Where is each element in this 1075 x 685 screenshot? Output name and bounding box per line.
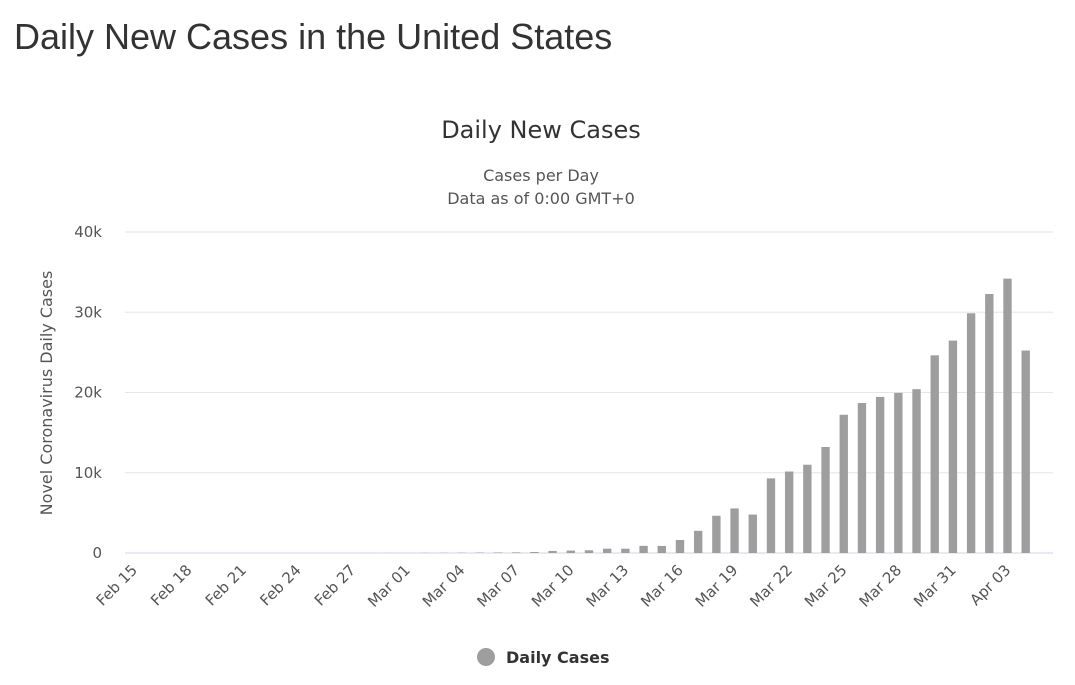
x-tick-label: Feb 18	[147, 561, 195, 609]
x-tick-label: Mar 07	[473, 561, 523, 611]
bar-mar-15[interactable]	[657, 545, 666, 553]
x-tick-labels: Feb 15 Feb 18 Feb 21 Feb 24 Feb 27 Mar 01 Mar …	[93, 561, 1015, 611]
x-tick-label: Feb 27	[311, 561, 359, 609]
chart-subtitle-line-1: Cases per Day	[483, 166, 599, 185]
x-tick-label: Mar 25	[801, 561, 851, 611]
bar-apr-04[interactable]	[1021, 350, 1030, 553]
x-tick-label: Feb 24	[256, 561, 304, 609]
page-title: Daily New Cases in the United States	[14, 16, 613, 57]
x-tick-label: Mar 04	[419, 561, 469, 611]
bar-apr-03[interactable]	[1003, 278, 1012, 553]
bar-mar-07[interactable]	[512, 552, 521, 553]
y-tick-labels: 0 10k 20k 30k 40k	[74, 223, 102, 562]
y-tick-label: 0	[92, 544, 102, 562]
x-tick-label: Mar 19	[692, 561, 742, 611]
bar-mar-31[interactable]	[948, 340, 958, 553]
bar-mar-11[interactable]	[584, 550, 594, 553]
bar-mar-13[interactable]	[621, 548, 630, 553]
x-tick-label: Mar 22	[746, 561, 796, 611]
bar-mar-16[interactable]	[675, 539, 685, 553]
bar-mar-06[interactable]	[493, 552, 503, 553]
x-tick-label: Feb 21	[202, 561, 250, 609]
bar-mar-26[interactable]	[857, 403, 867, 553]
bar-mar-14[interactable]	[639, 545, 648, 553]
x-tick-label: Mar 10	[528, 561, 578, 611]
chart-legend[interactable]: Daily Cases	[477, 648, 609, 667]
bar-mar-28[interactable]	[894, 392, 903, 553]
bar-mar-23[interactable]	[803, 464, 812, 553]
legend-label-daily-cases[interactable]: Daily Cases	[506, 648, 609, 667]
bar-mar-10[interactable]	[566, 550, 575, 553]
x-tick-label: Apr 03	[966, 561, 1014, 609]
chart-subtitle-line-2: Data as of 0:00 GMT+0	[447, 189, 635, 208]
x-tick-label: Mar 28	[856, 561, 906, 611]
bar-mar-09[interactable]	[548, 550, 557, 553]
x-tick-label: Mar 13	[583, 561, 633, 611]
bar-mar-21[interactable]	[766, 478, 776, 553]
x-tick-label: Feb 15	[93, 561, 141, 609]
bar-mar-08[interactable]	[530, 552, 539, 553]
x-tick-label: Mar 31	[910, 561, 960, 611]
bar-mar-27[interactable]	[875, 396, 885, 553]
bar-mar-20[interactable]	[748, 514, 757, 553]
x-tick-label: Mar 16	[637, 561, 687, 611]
bar-apr-01[interactable]	[966, 313, 976, 553]
y-tick-label: 30k	[74, 303, 102, 321]
bar-apr-02[interactable]	[985, 293, 994, 553]
y-tick-label: 10k	[74, 464, 102, 482]
y-tick-label: 20k	[74, 384, 102, 402]
x-tick-label: Mar 01	[364, 561, 414, 611]
y-tick-label: 40k	[74, 223, 102, 241]
legend-marker-icon[interactable]	[477, 648, 495, 666]
bar-mar-30[interactable]	[930, 355, 939, 553]
bar-mar-22[interactable]	[784, 471, 794, 553]
bar-mar-19[interactable]	[730, 508, 739, 553]
chart-title: Daily New Cases	[441, 116, 641, 144]
bar-mar-12[interactable]	[603, 548, 612, 553]
bar-mar-24[interactable]	[821, 446, 830, 553]
bar-mar-29[interactable]	[912, 389, 921, 553]
bar-series-daily-cases	[239, 278, 1030, 553]
bar-mar-18[interactable]	[712, 515, 721, 553]
bar-mar-17[interactable]	[693, 530, 703, 553]
y-axis-title: Novel Coronavirus Daily Cases	[37, 271, 56, 516]
bar-mar-25[interactable]	[839, 414, 848, 553]
